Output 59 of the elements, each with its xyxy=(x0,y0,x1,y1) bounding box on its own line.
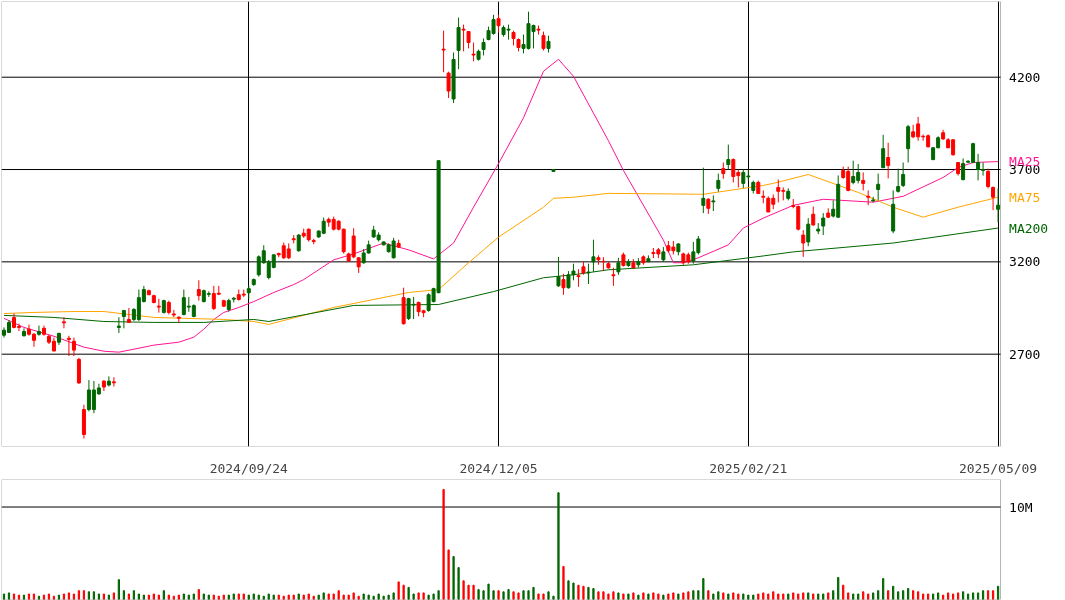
candlestick xyxy=(876,173,881,201)
candlestick xyxy=(156,298,161,314)
ref-line-label: 10M xyxy=(1009,499,1033,515)
candlestick xyxy=(776,179,781,203)
candlestick xyxy=(886,142,891,179)
candlestick xyxy=(821,212,826,236)
candlestick xyxy=(896,168,901,194)
candlestick xyxy=(726,144,731,171)
candlestick xyxy=(76,357,81,385)
y-tick-label: 2700 xyxy=(1009,346,1041,362)
x-tick-label: 2024/09/24 xyxy=(209,460,289,476)
candlestick xyxy=(446,71,451,99)
candlestick xyxy=(456,17,461,70)
line-series xyxy=(3,58,999,353)
candlestick xyxy=(741,169,746,189)
x-tick-label: 2024/12/05 xyxy=(459,460,538,476)
candlestick xyxy=(691,241,696,265)
candlestick xyxy=(461,24,466,52)
series-label: MA200 xyxy=(1009,220,1049,236)
candlestick xyxy=(801,229,806,258)
x-tick-label: 2025/02/21 xyxy=(709,460,788,476)
candlestick xyxy=(126,307,131,324)
candlestick xyxy=(111,376,116,387)
candlestick xyxy=(811,205,816,227)
candlestick xyxy=(986,168,991,189)
candlestick xyxy=(71,337,76,357)
candlestick xyxy=(806,217,811,247)
candlestick xyxy=(351,227,356,259)
line-series xyxy=(3,174,999,325)
x-tick-label: 2025/05/09 xyxy=(958,460,1038,476)
y-tick-label: 3200 xyxy=(1009,254,1041,270)
candlestick xyxy=(996,187,1001,223)
candlestick xyxy=(906,124,911,164)
candlestick xyxy=(591,239,596,273)
series-label: MA75 xyxy=(1009,189,1041,205)
candlestick xyxy=(716,173,721,193)
candlestick xyxy=(731,157,736,183)
candlestick xyxy=(341,228,346,255)
candlestick xyxy=(31,332,36,348)
candlestick xyxy=(701,167,706,214)
candlestick xyxy=(901,162,906,188)
candlestick xyxy=(66,335,71,357)
candlestick xyxy=(851,160,856,185)
candlestick xyxy=(601,256,606,272)
y-tick-label: 4200 xyxy=(1009,69,1041,85)
candlestick xyxy=(471,41,476,62)
candlestick xyxy=(441,30,446,73)
candlestick xyxy=(556,256,561,288)
candlestick xyxy=(541,31,546,51)
candlestick xyxy=(61,316,66,329)
candlestick xyxy=(561,273,566,296)
candlestick xyxy=(196,279,201,302)
candlestick xyxy=(911,124,916,139)
candlestick xyxy=(36,325,41,337)
candlestick xyxy=(21,327,26,338)
candlestick xyxy=(586,263,591,285)
candlestick xyxy=(961,157,966,182)
candlestick xyxy=(611,267,616,287)
candlestick xyxy=(881,134,886,169)
